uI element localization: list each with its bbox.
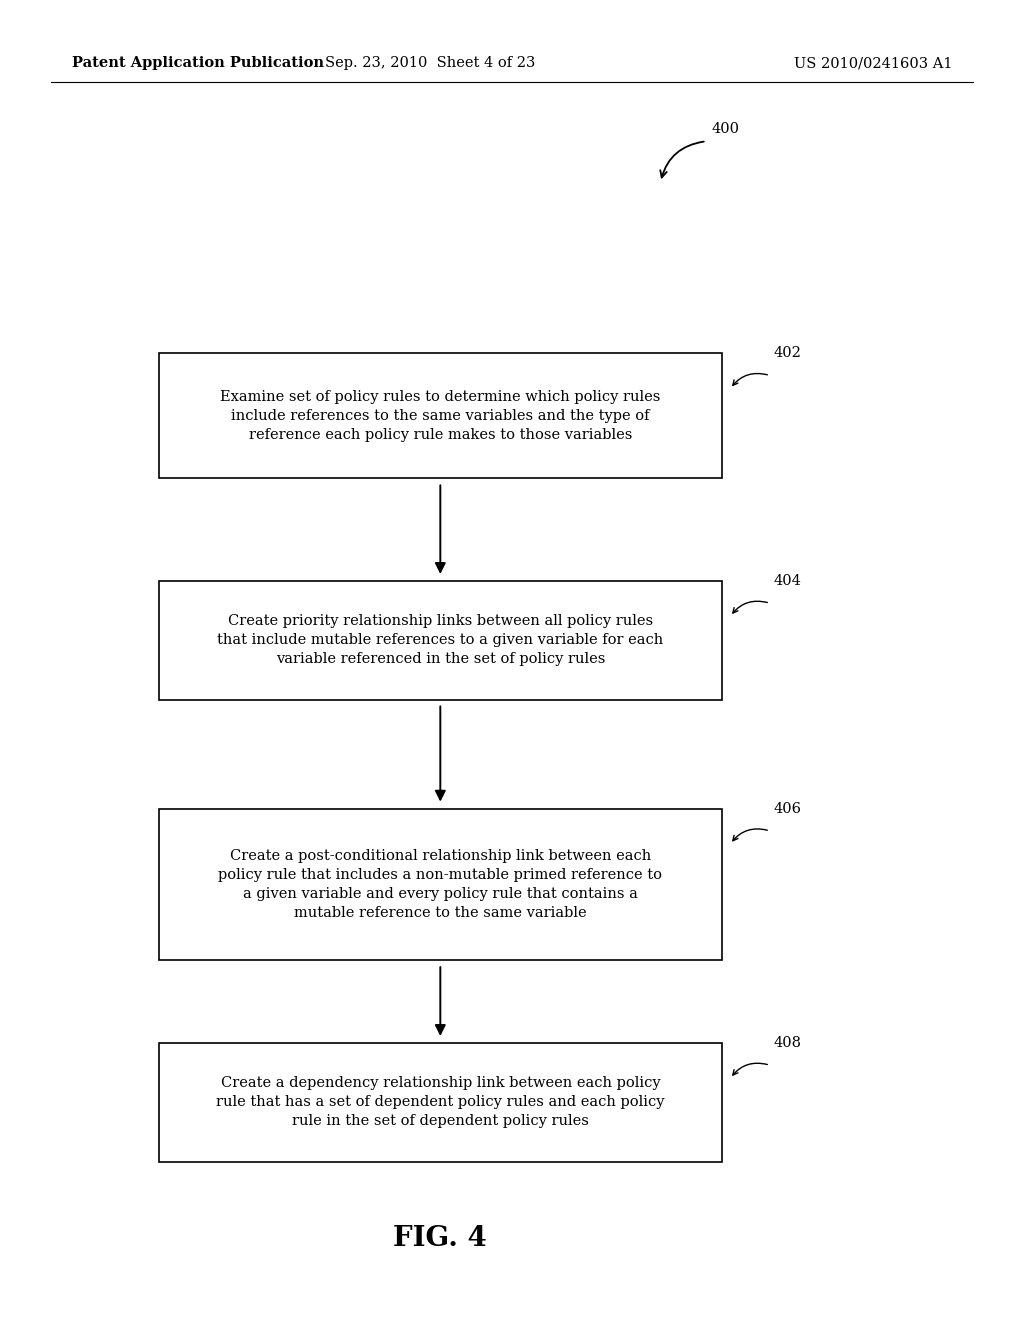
Bar: [159, 808, 722, 961]
Text: Create priority relationship links between all policy rules
that include mutable: Create priority relationship links betwe…: [217, 614, 664, 667]
Text: 406: 406: [773, 801, 801, 816]
Text: FIG. 4: FIG. 4: [393, 1225, 487, 1251]
Bar: [159, 1043, 722, 1162]
Bar: [159, 581, 722, 700]
Text: 400: 400: [712, 121, 739, 136]
Text: Sep. 23, 2010  Sheet 4 of 23: Sep. 23, 2010 Sheet 4 of 23: [325, 57, 536, 70]
Text: Examine set of policy rules to determine which policy rules
include references t: Examine set of policy rules to determine…: [220, 389, 660, 442]
Text: 408: 408: [773, 1036, 801, 1051]
FancyArrowPatch shape: [733, 1063, 767, 1074]
Text: Create a dependency relationship link between each policy
rule that has a set of: Create a dependency relationship link be…: [216, 1076, 665, 1129]
FancyArrowPatch shape: [733, 601, 767, 612]
Text: Create a post-conditional relationship link between each
policy rule that includ: Create a post-conditional relationship l…: [218, 849, 663, 920]
Text: 402: 402: [773, 346, 801, 360]
FancyArrowPatch shape: [733, 829, 767, 841]
Bar: [159, 352, 722, 478]
Text: US 2010/0241603 A1: US 2010/0241603 A1: [794, 57, 952, 70]
FancyArrowPatch shape: [733, 374, 767, 385]
Text: Patent Application Publication: Patent Application Publication: [72, 57, 324, 70]
FancyArrowPatch shape: [660, 141, 703, 177]
Text: 404: 404: [773, 574, 801, 589]
